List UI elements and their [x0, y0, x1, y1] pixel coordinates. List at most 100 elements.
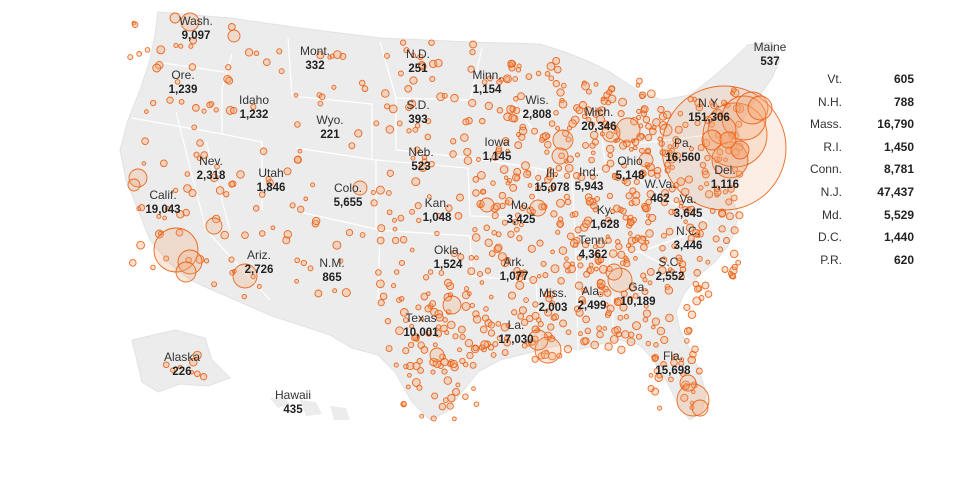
case-dot — [659, 244, 666, 252]
case-dot — [717, 246, 724, 253]
case-dot — [506, 104, 515, 114]
case-dot — [581, 113, 588, 120]
case-dot — [384, 52, 390, 59]
case-dot — [491, 153, 499, 161]
case-dot — [457, 347, 462, 353]
case-dot — [136, 51, 143, 57]
case-dot — [664, 161, 671, 168]
case-dot — [265, 176, 272, 182]
case-dot — [484, 267, 492, 274]
case-dot — [443, 278, 453, 287]
case-dot — [373, 120, 380, 127]
case-dot — [582, 219, 591, 229]
case-dot — [615, 239, 621, 245]
case-dot — [191, 124, 198, 131]
case-dot — [496, 335, 503, 341]
case-dot — [548, 185, 556, 193]
case-dot — [393, 362, 399, 368]
case-dot — [481, 314, 490, 322]
case-dot — [163, 255, 170, 262]
case-dot — [550, 314, 557, 321]
case-dot — [544, 149, 550, 155]
case-dot — [657, 405, 663, 411]
case-dot — [471, 233, 481, 242]
case-dot — [617, 250, 626, 259]
case-dot — [232, 263, 258, 289]
case-dot — [647, 280, 653, 286]
case-dot — [473, 401, 480, 407]
case-dot — [680, 393, 689, 402]
case-dot — [259, 230, 266, 237]
case-dot — [547, 351, 557, 361]
case-dot — [596, 330, 604, 339]
case-dot — [581, 288, 587, 294]
case-dot — [182, 208, 190, 217]
case-dot — [376, 236, 385, 245]
case-dot — [517, 92, 525, 101]
case-dot — [652, 118, 661, 127]
case-dot — [588, 156, 595, 164]
case-dot — [596, 114, 605, 124]
case-dot — [391, 283, 397, 289]
case-dot — [384, 103, 391, 110]
case-dot — [463, 156, 473, 165]
case-dot — [725, 198, 733, 206]
case-dot — [646, 190, 655, 199]
case-dot — [640, 272, 647, 279]
case-dot — [329, 53, 335, 59]
case-dot — [559, 319, 568, 328]
case-dot — [317, 100, 324, 107]
case-dot — [527, 183, 533, 188]
case-dot — [617, 110, 625, 118]
case-dot — [714, 132, 721, 139]
case-dot — [566, 125, 573, 131]
case-dot — [430, 369, 436, 375]
case-dot — [504, 256, 511, 264]
case-dot — [721, 266, 729, 273]
case-dot — [516, 235, 523, 242]
case-dot — [395, 326, 404, 336]
case-dot — [527, 244, 536, 253]
case-dot — [727, 270, 734, 277]
case-dot — [527, 329, 549, 351]
case-dot — [397, 70, 404, 77]
case-dot — [653, 367, 660, 375]
case-dot — [180, 12, 200, 32]
case-dot — [434, 58, 443, 68]
case-dot — [514, 141, 523, 150]
case-dot — [420, 292, 429, 301]
case-dot — [651, 324, 656, 330]
case-dot — [199, 373, 208, 381]
case-dot — [445, 204, 453, 212]
case-dot — [472, 226, 478, 233]
case-dot — [551, 147, 569, 165]
case-dot — [627, 295, 634, 302]
case-dot — [381, 89, 390, 98]
case-dot — [156, 213, 162, 219]
case-dot — [550, 210, 558, 218]
case-dot — [520, 318, 529, 327]
case-dot — [408, 99, 417, 108]
case-dot — [513, 266, 521, 275]
case-dot — [196, 139, 204, 147]
case-dot — [176, 210, 185, 219]
case-dot — [507, 59, 516, 68]
case-dot — [462, 361, 469, 368]
case-dot — [704, 154, 711, 162]
case-dot — [641, 288, 649, 296]
case-dot — [159, 159, 168, 168]
case-dot — [529, 193, 535, 200]
case-dot — [452, 416, 457, 422]
case-dot — [481, 79, 488, 85]
case-dot — [250, 273, 256, 280]
case-dot — [517, 312, 525, 320]
case-dot — [446, 402, 454, 410]
case-dot — [667, 155, 677, 164]
case-dot — [701, 129, 723, 151]
hawaii-shape-3 — [330, 406, 350, 420]
case-dot — [141, 137, 149, 146]
list-item: N.H. 788 — [818, 94, 914, 109]
case-dot — [417, 61, 426, 70]
case-dot — [730, 194, 738, 202]
